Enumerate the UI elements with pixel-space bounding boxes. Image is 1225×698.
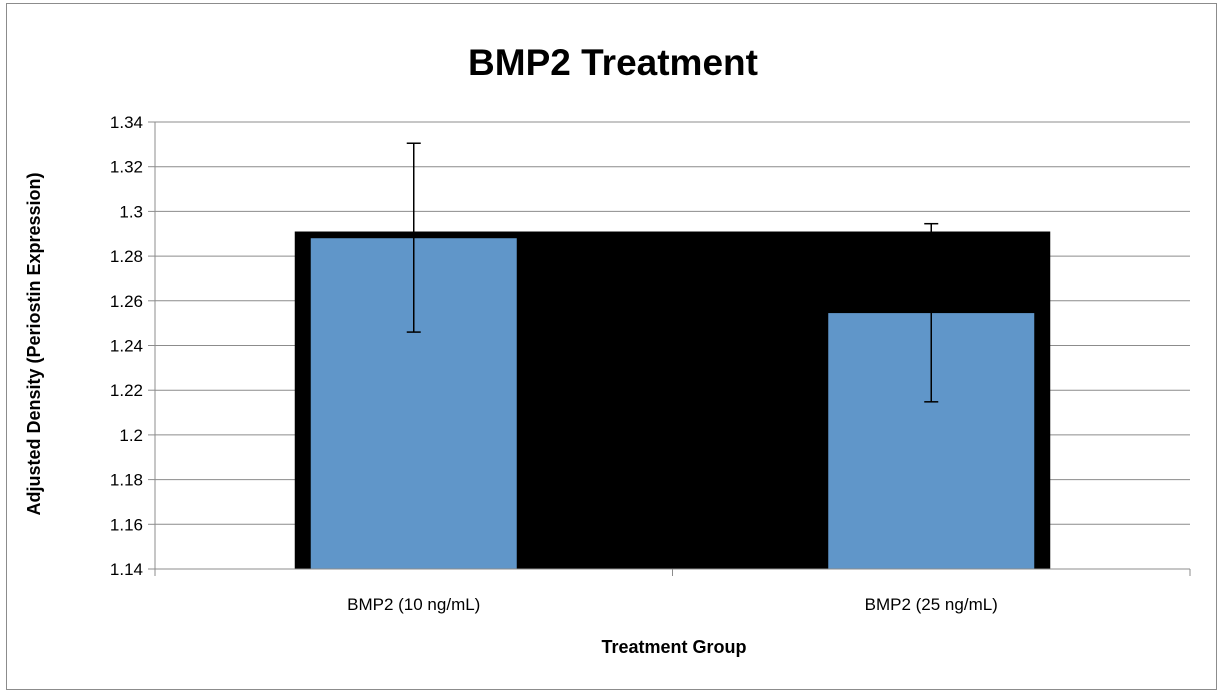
y-tick-labels: 1.34 1.32 1.3 1.28 1.26 1.24 1.22 1.2 1.18 1.16 1.… <box>110 113 143 579</box>
chart-title: BMP2 Treatment <box>468 42 758 83</box>
y-tick-label: 1.22 <box>110 381 143 400</box>
x-axis-title: Treatment Group <box>601 637 746 657</box>
x-tick-label: BMP2 (25 ng/mL) <box>865 595 998 614</box>
y-tick-label: 1.18 <box>110 471 143 490</box>
y-tick-label: 1.24 <box>110 337 143 356</box>
y-tick-label: 1.28 <box>110 247 143 266</box>
x-tick-labels: BMP2 (10 ng/mL) BMP2 (25 ng/mL) <box>347 595 998 614</box>
x-tick-label: BMP2 (10 ng/mL) <box>347 595 480 614</box>
y-axis-title: Adjusted Density (Periostin Expression) <box>24 172 44 515</box>
y-tick-label: 1.2 <box>119 426 143 445</box>
error-bars <box>406 142 939 403</box>
y-tick-label: 1.32 <box>110 158 143 177</box>
y-tick-label: 1.16 <box>110 515 143 534</box>
y-tick-label: 1.14 <box>110 560 143 579</box>
y-tick-label: 1.34 <box>110 113 143 132</box>
y-tick-label: 1.26 <box>110 292 143 311</box>
axes <box>154 122 1191 576</box>
y-tick-label: 1.3 <box>119 202 143 221</box>
